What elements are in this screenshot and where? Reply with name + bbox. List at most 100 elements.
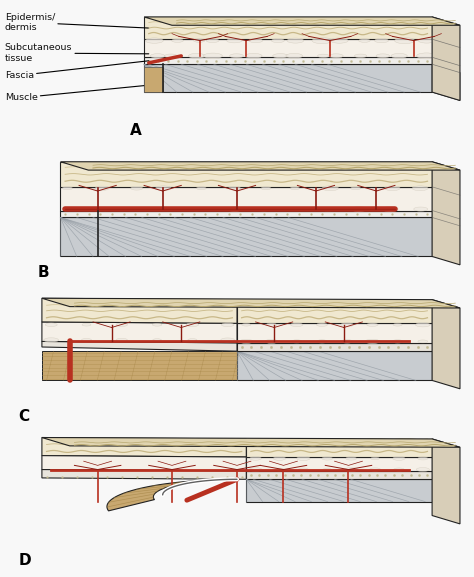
Circle shape	[239, 339, 253, 343]
Polygon shape	[144, 67, 163, 92]
Circle shape	[44, 338, 59, 342]
Circle shape	[249, 467, 262, 471]
Text: D: D	[18, 553, 31, 568]
Circle shape	[116, 323, 128, 327]
Circle shape	[95, 186, 109, 190]
Circle shape	[317, 340, 328, 343]
Polygon shape	[42, 351, 237, 380]
Circle shape	[416, 467, 429, 471]
Polygon shape	[246, 457, 432, 471]
Circle shape	[376, 54, 390, 58]
Circle shape	[419, 38, 435, 43]
Polygon shape	[61, 162, 432, 187]
Circle shape	[227, 38, 242, 43]
Circle shape	[322, 457, 333, 460]
Circle shape	[297, 456, 310, 460]
Circle shape	[393, 323, 402, 326]
Polygon shape	[42, 298, 460, 308]
Circle shape	[291, 323, 303, 327]
Circle shape	[414, 207, 428, 211]
Polygon shape	[42, 298, 237, 323]
Circle shape	[242, 323, 251, 326]
Circle shape	[286, 207, 298, 211]
Circle shape	[365, 339, 380, 344]
Circle shape	[261, 187, 271, 190]
Circle shape	[266, 323, 277, 327]
Circle shape	[206, 39, 219, 43]
Circle shape	[196, 187, 206, 190]
Circle shape	[116, 338, 128, 342]
Text: Fascia: Fascia	[5, 61, 149, 80]
Polygon shape	[246, 479, 432, 501]
Circle shape	[152, 323, 162, 326]
Polygon shape	[42, 437, 246, 457]
Circle shape	[330, 38, 348, 43]
Circle shape	[229, 54, 244, 58]
Polygon shape	[144, 17, 432, 39]
Circle shape	[355, 54, 367, 58]
Circle shape	[45, 323, 57, 327]
Circle shape	[273, 54, 288, 58]
Circle shape	[382, 207, 398, 212]
Circle shape	[322, 186, 338, 191]
Circle shape	[392, 456, 405, 460]
Text: Epidermis/
dermis: Epidermis/ dermis	[5, 13, 149, 32]
Polygon shape	[61, 218, 432, 256]
Polygon shape	[144, 17, 460, 25]
Circle shape	[321, 207, 334, 211]
Circle shape	[412, 186, 428, 190]
Circle shape	[227, 207, 242, 211]
Circle shape	[346, 457, 356, 460]
Circle shape	[131, 208, 141, 211]
Polygon shape	[144, 57, 432, 64]
Circle shape	[172, 39, 183, 42]
Circle shape	[416, 323, 430, 327]
Circle shape	[371, 457, 380, 460]
Circle shape	[329, 54, 343, 58]
Polygon shape	[61, 211, 432, 218]
Polygon shape	[61, 162, 460, 170]
Circle shape	[186, 323, 199, 327]
Circle shape	[359, 39, 370, 42]
Circle shape	[82, 323, 91, 326]
Polygon shape	[246, 439, 432, 457]
Polygon shape	[144, 39, 432, 57]
Circle shape	[418, 340, 428, 343]
Circle shape	[150, 54, 165, 58]
Circle shape	[287, 38, 304, 43]
Polygon shape	[61, 187, 432, 211]
Circle shape	[146, 38, 163, 43]
Circle shape	[156, 208, 167, 211]
Polygon shape	[432, 162, 460, 265]
Circle shape	[100, 207, 111, 211]
Circle shape	[341, 323, 354, 327]
Circle shape	[188, 339, 197, 342]
Polygon shape	[144, 64, 432, 92]
Circle shape	[290, 187, 300, 190]
Circle shape	[312, 38, 332, 44]
Circle shape	[394, 38, 415, 44]
Circle shape	[341, 340, 353, 343]
Circle shape	[155, 186, 171, 190]
Circle shape	[265, 339, 278, 343]
Polygon shape	[237, 323, 432, 343]
Polygon shape	[42, 437, 460, 447]
Circle shape	[392, 340, 403, 343]
Circle shape	[257, 207, 270, 211]
Circle shape	[164, 54, 177, 58]
Text: Muscle: Muscle	[5, 85, 149, 102]
Circle shape	[221, 323, 234, 327]
Polygon shape	[42, 456, 246, 471]
Circle shape	[274, 468, 284, 471]
Circle shape	[318, 54, 329, 58]
Text: Subcutaneous
tissue: Subcutaneous tissue	[5, 43, 149, 63]
Circle shape	[82, 339, 91, 342]
Text: A: A	[130, 123, 142, 138]
Circle shape	[221, 338, 235, 342]
Polygon shape	[42, 342, 237, 351]
Polygon shape	[432, 17, 460, 100]
Circle shape	[250, 456, 262, 460]
Polygon shape	[237, 299, 432, 323]
Circle shape	[62, 187, 73, 190]
Circle shape	[131, 186, 143, 190]
